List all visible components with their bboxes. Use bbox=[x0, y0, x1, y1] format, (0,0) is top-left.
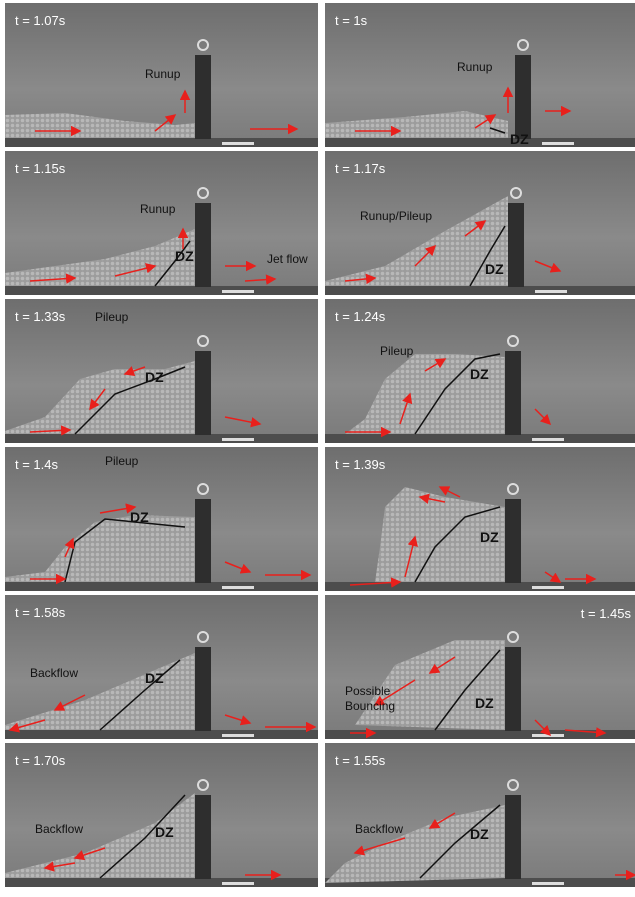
marker-strip bbox=[535, 290, 567, 293]
post bbox=[505, 795, 521, 879]
post bbox=[505, 499, 521, 583]
marker-strip bbox=[532, 734, 564, 737]
post bbox=[195, 499, 211, 583]
photo-panel: t = 1.07s Runup bbox=[5, 3, 318, 147]
post bbox=[195, 55, 211, 139]
marker-strip bbox=[532, 438, 564, 441]
time-label: t = 1s bbox=[335, 13, 368, 28]
floor bbox=[325, 286, 635, 295]
post bbox=[508, 203, 524, 287]
time-label: t = 1.15s bbox=[15, 161, 66, 176]
time-label: t = 1.24s bbox=[335, 309, 386, 324]
post bbox=[505, 351, 521, 435]
marker-strip bbox=[222, 734, 254, 737]
annotation: Pileup bbox=[380, 344, 414, 358]
dz-label: DZ bbox=[130, 509, 149, 525]
floor bbox=[325, 434, 635, 443]
annotation: Pileup bbox=[105, 454, 139, 468]
marker-strip bbox=[222, 586, 254, 589]
marker-strip bbox=[532, 586, 564, 589]
marker-strip bbox=[222, 438, 254, 441]
time-label: t = 1.45s bbox=[581, 606, 632, 621]
post bbox=[195, 203, 211, 287]
dz-label: DZ bbox=[175, 248, 194, 264]
annotation: Bouncing bbox=[345, 699, 395, 713]
annotation: Backflow bbox=[35, 822, 83, 836]
time-label: t = 1.39s bbox=[335, 457, 386, 472]
time-label: t = 1.17s bbox=[335, 161, 386, 176]
dz-label: DZ bbox=[145, 670, 164, 686]
post bbox=[195, 647, 211, 731]
annotation: Pileup bbox=[95, 310, 129, 324]
dz-label: DZ bbox=[470, 366, 489, 382]
annotation: Jet flow bbox=[267, 252, 308, 266]
annotation: Backflow bbox=[355, 822, 403, 836]
dz-label: DZ bbox=[475, 695, 494, 711]
photo-panel: t = 1.58s Backflow DZ bbox=[5, 595, 318, 739]
photo-panel: t = 1s Runup DZ bbox=[325, 3, 635, 147]
post bbox=[515, 55, 531, 139]
floor bbox=[5, 878, 318, 887]
time-label: t = 1.55s bbox=[335, 753, 386, 768]
time-label: t = 1.33s bbox=[15, 309, 66, 324]
marker-strip bbox=[222, 290, 254, 293]
dz-label: DZ bbox=[485, 261, 504, 277]
marker-strip bbox=[532, 882, 564, 885]
photo-panel: t = 1.33s Pileup DZ bbox=[5, 299, 318, 443]
floor bbox=[5, 582, 318, 591]
annotation: Runup/Pileup bbox=[360, 209, 432, 223]
annotation: Runup bbox=[457, 60, 493, 74]
photo-panel: t = 1.39s DZ bbox=[325, 447, 635, 591]
photo-panel: t = 1.45s PossibleBouncing DZ bbox=[325, 595, 635, 739]
photo-panel: t = 1.24s Pileup DZ bbox=[325, 299, 635, 443]
dz-label: DZ bbox=[510, 131, 529, 147]
photo-panel: t = 1.4s Pileup DZ bbox=[5, 447, 318, 591]
annotation: Runup bbox=[140, 202, 176, 216]
dz-label: DZ bbox=[470, 826, 489, 842]
post bbox=[195, 795, 211, 879]
time-label: t = 1.58s bbox=[15, 605, 66, 620]
floor bbox=[5, 286, 318, 295]
floor bbox=[5, 730, 318, 739]
post bbox=[505, 647, 521, 731]
time-label: t = 1.70s bbox=[15, 753, 66, 768]
marker-strip bbox=[222, 882, 254, 885]
annotation: Possible bbox=[345, 684, 391, 698]
marker-strip bbox=[542, 142, 574, 145]
time-label: t = 1.07s bbox=[15, 13, 66, 28]
annotation: Runup bbox=[145, 67, 181, 81]
photo-panel: t = 1.17s Runup/Pileup DZ bbox=[325, 151, 635, 295]
annotation: Backflow bbox=[30, 666, 78, 680]
dz-label: DZ bbox=[145, 369, 164, 385]
photo-panel: t = 1.70s Backflow DZ bbox=[5, 743, 318, 887]
post bbox=[195, 351, 211, 435]
dz-label: DZ bbox=[155, 824, 174, 840]
marker-strip bbox=[222, 142, 254, 145]
floor bbox=[5, 434, 318, 443]
floor bbox=[5, 138, 318, 147]
dz-label: DZ bbox=[480, 529, 499, 545]
photo-panel: t = 1.55s Backflow DZ bbox=[325, 743, 635, 887]
photo-panel: t = 1.15s Runup DZ Jet flow bbox=[5, 151, 318, 295]
floor bbox=[325, 138, 635, 147]
time-label: t = 1.4s bbox=[15, 457, 58, 472]
figure: t = 1.07s Runup t = 1s Runup DZ t = 1.15s Runu… bbox=[0, 0, 635, 897]
